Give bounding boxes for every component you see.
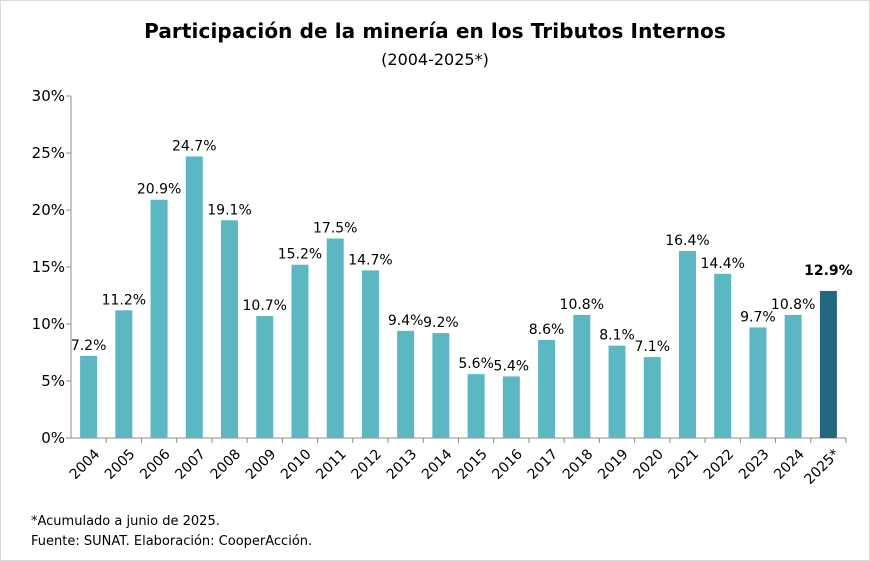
bar-2007 — [185, 156, 203, 439]
bar-2017 — [538, 339, 556, 438]
bar-2022 — [714, 273, 732, 438]
chart-subtitle: (2004-2025*) — [381, 50, 489, 69]
x-tick-label: 2011 — [313, 446, 350, 483]
bar-2016 — [502, 376, 520, 438]
data-label: 9.7% — [740, 309, 776, 325]
data-label: 14.4% — [700, 256, 744, 272]
y-tick-label: 10% — [32, 315, 65, 333]
x-tick-label: 2010 — [278, 446, 315, 483]
data-label: 8.1% — [599, 328, 635, 344]
x-tick-label: 2004 — [67, 446, 104, 483]
bar-2020 — [643, 357, 661, 438]
x-tick-label: 2012 — [349, 446, 386, 483]
bar-2025 — [819, 290, 837, 438]
data-label: 12.9% — [804, 263, 853, 279]
bar-2014 — [432, 333, 450, 438]
data-label: 7.2% — [71, 338, 107, 354]
x-tick-label: 2023 — [736, 446, 773, 483]
bar-2019 — [608, 345, 626, 438]
bar-2008 — [221, 220, 239, 438]
data-label: 16.4% — [665, 233, 709, 249]
x-tick-label: 2006 — [137, 446, 174, 483]
y-tick-label: 5% — [41, 372, 65, 390]
footnote-note: *Acumulado a junio de 2025. — [31, 514, 220, 529]
y-tick-label: 20% — [32, 201, 65, 219]
y-tick-label: 0% — [41, 429, 65, 447]
y-tick-label: 25% — [32, 144, 65, 162]
x-tick-label: 2009 — [243, 446, 280, 483]
data-label: 11.2% — [102, 292, 146, 308]
data-label: 19.1% — [207, 202, 251, 218]
data-label: 24.7% — [172, 138, 216, 154]
x-tick-label: 2005 — [102, 446, 139, 483]
x-tick-label: 2022 — [701, 446, 738, 483]
bar-2024 — [784, 314, 802, 438]
data-label: 15.2% — [278, 247, 322, 263]
x-tick-label: 2015 — [454, 446, 491, 483]
bar-2004 — [80, 355, 98, 438]
data-label: 9.4% — [388, 313, 424, 329]
bar-2021 — [678, 251, 696, 438]
data-label: 10.7% — [243, 298, 287, 314]
bar-2006 — [150, 199, 168, 438]
bar-2013 — [397, 330, 415, 438]
data-label: 9.2% — [423, 315, 459, 331]
bar-chart: 0% 5% 10% 15% 20% 25% 30% 7.2% 2004 11.2% 2005 20.9… — [32, 87, 853, 488]
x-tick-label: 2016 — [489, 446, 526, 483]
data-label: 14.7% — [348, 252, 392, 268]
bar-2015 — [467, 374, 485, 438]
bar-2018 — [573, 314, 591, 438]
data-label: 10.8% — [560, 297, 604, 313]
data-label: 5.6% — [458, 356, 494, 372]
x-tick-label: 2025* — [802, 446, 843, 487]
footnote-source: Fuente: SUNAT. Elaboración: CooperAcción… — [31, 534, 313, 549]
x-tick-label: 2018 — [560, 446, 597, 483]
x-tick-label: 2019 — [595, 446, 632, 483]
bar-2010 — [291, 264, 309, 438]
x-tick-label: 2014 — [419, 446, 456, 483]
x-tick-label: 2008 — [208, 446, 245, 483]
data-label: 20.9% — [137, 182, 181, 198]
x-tick-label: 2020 — [630, 446, 667, 483]
x-tick-label: 2007 — [172, 446, 209, 483]
bar-2011 — [326, 238, 344, 438]
x-tick-label: 2013 — [384, 446, 421, 483]
chart-title: Participación de la minería en los Tribu… — [144, 19, 726, 43]
y-tick-label: 30% — [32, 87, 65, 105]
x-tick-label: 2021 — [666, 446, 703, 483]
y-tick-label: 15% — [32, 258, 65, 276]
bar-2005 — [115, 310, 133, 438]
x-tick-label: 2017 — [525, 446, 562, 483]
bar-2009 — [256, 316, 274, 438]
data-label: 8.6% — [529, 322, 565, 338]
bar-2023 — [749, 327, 767, 438]
data-label: 7.1% — [634, 339, 670, 355]
data-label: 17.5% — [313, 221, 357, 237]
data-label: 10.8% — [771, 297, 815, 313]
data-label: 5.4% — [494, 358, 530, 374]
bar-2012 — [361, 270, 379, 438]
